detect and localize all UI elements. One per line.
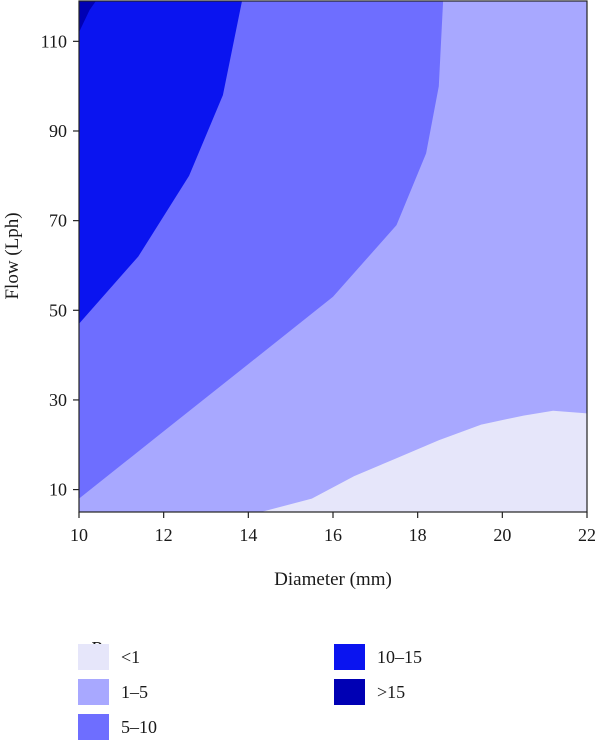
legend-item: 1–5 [78, 679, 148, 705]
legend-item: 10–15 [334, 644, 422, 670]
y-tick-label: 90 [49, 121, 67, 141]
legend-swatch [78, 714, 109, 740]
legend-item: 5–10 [78, 714, 157, 740]
y-tick-label: 10 [49, 480, 67, 500]
x-tick-label: 18 [409, 525, 427, 545]
y-axis-title: Flow (Lph) [2, 212, 23, 299]
legend-label: 1–5 [121, 681, 148, 702]
x-axis-title: Diameter (mm) [274, 569, 392, 590]
y-axis: 10 30 50 70 90 110 [41, 31, 79, 500]
region-lt1 [261, 410, 587, 512]
legend-label: <1 [121, 646, 141, 667]
legend-swatch [78, 679, 109, 705]
legend-label: 10–15 [377, 646, 422, 667]
x-tick-label: 10 [70, 525, 88, 545]
legend-label: >15 [377, 681, 406, 702]
x-axis: 10 12 14 16 18 20 22 [70, 512, 596, 545]
contour-chart: 10 12 14 16 18 20 22 10 30 50 70 90 110 Diameter (m… [2, 0, 596, 590]
y-tick-label: 30 [49, 390, 67, 410]
legend-swatch [334, 679, 365, 705]
x-tick-label: 12 [155, 525, 173, 545]
legend-label: 5–10 [121, 716, 157, 737]
legend-swatch [334, 644, 365, 670]
plot-region [78, 0, 588, 513]
x-tick-label: 20 [493, 525, 511, 545]
y-tick-label: 50 [49, 300, 67, 320]
x-tick-label: 22 [578, 525, 596, 545]
x-tick-label: 16 [324, 525, 342, 545]
legend-item: >15 [334, 679, 405, 705]
legend-item: <1 [78, 644, 140, 670]
x-tick-label: 14 [239, 525, 257, 545]
y-tick-label: 70 [49, 211, 67, 231]
y-tick-label: 110 [41, 31, 67, 51]
legend-swatch [78, 644, 109, 670]
region-1-5 [79, 1, 587, 512]
